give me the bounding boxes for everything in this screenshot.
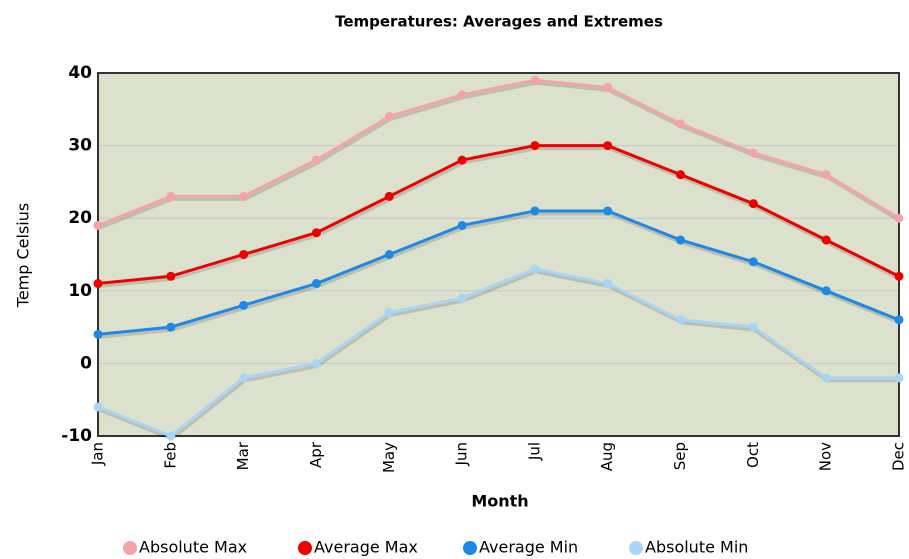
data-point xyxy=(239,373,249,383)
y-tick-label: 40 xyxy=(68,63,92,83)
data-point xyxy=(384,112,394,122)
data-point xyxy=(603,83,613,93)
data-point xyxy=(239,191,249,201)
x-tick-label: Sep xyxy=(671,442,689,470)
data-point xyxy=(166,322,176,332)
y-tick-label: 10 xyxy=(68,281,92,301)
y-tick-label: 30 xyxy=(68,136,92,156)
data-point xyxy=(894,315,904,325)
legend-marker xyxy=(298,541,312,555)
data-point xyxy=(748,322,758,332)
x-tick-label: Oct xyxy=(744,442,762,468)
data-point xyxy=(166,191,176,201)
data-point xyxy=(457,220,467,230)
data-point xyxy=(530,141,540,151)
data-point xyxy=(93,220,103,230)
data-point xyxy=(894,271,904,281)
x-tick-label: May xyxy=(380,442,398,473)
data-point xyxy=(676,119,686,129)
legend-marker xyxy=(123,541,137,555)
data-point xyxy=(530,75,540,85)
data-point xyxy=(166,271,176,281)
data-point xyxy=(821,286,831,296)
chart-title: Temperatures: Averages and Extremes xyxy=(335,13,663,31)
x-tick-label: Jan xyxy=(89,442,107,466)
data-point xyxy=(311,155,321,165)
x-tick-label: Jul xyxy=(525,442,543,461)
data-point xyxy=(748,199,758,209)
data-point xyxy=(821,373,831,383)
x-tick-label: Apr xyxy=(307,441,325,468)
x-tick-label: Nov xyxy=(817,442,835,471)
data-point xyxy=(384,250,394,259)
data-point xyxy=(530,264,540,274)
data-point xyxy=(311,358,321,368)
series-line xyxy=(97,267,899,438)
series-line xyxy=(97,144,900,286)
line-shadow xyxy=(98,147,901,289)
x-tick-label: Feb xyxy=(161,442,179,469)
legend-marker xyxy=(463,541,477,555)
data-point xyxy=(676,170,686,180)
x-axis-label: Month xyxy=(471,492,528,511)
data-point xyxy=(748,257,758,267)
plot-border xyxy=(97,72,900,437)
data-point xyxy=(457,90,467,100)
data-point xyxy=(384,308,394,318)
x-tick-label: Mar xyxy=(234,441,252,470)
x-tick-label: Jun xyxy=(453,442,471,466)
data-point xyxy=(93,329,103,339)
data-point xyxy=(311,279,321,289)
data-point xyxy=(530,206,540,216)
y-tick-label: -10 xyxy=(61,426,92,446)
y-tick-label: 0 xyxy=(80,353,92,373)
line-shadow xyxy=(98,212,901,339)
data-point xyxy=(93,402,103,412)
legend-marker xyxy=(629,541,643,555)
data-point xyxy=(894,213,904,223)
line-shadow xyxy=(98,81,901,230)
data-point xyxy=(603,279,613,289)
y-tick-label: 20 xyxy=(68,208,92,228)
data-point xyxy=(93,279,103,289)
data-point xyxy=(676,315,686,325)
line-shadow xyxy=(98,270,900,441)
data-point xyxy=(457,293,467,303)
series-line xyxy=(97,209,900,336)
plot-area xyxy=(98,73,899,436)
legend-label: Average Max xyxy=(314,538,418,557)
legend-label: Absolute Min xyxy=(645,538,748,557)
data-point xyxy=(603,141,613,151)
y-axis-label: Temp Celsius xyxy=(14,203,33,308)
data-point xyxy=(748,148,758,158)
legend-label: Average Min xyxy=(479,538,578,557)
x-tick-label: Dec xyxy=(890,442,908,471)
data-point xyxy=(166,431,176,441)
data-point xyxy=(311,228,321,238)
x-tick-label: Aug xyxy=(598,442,616,471)
data-point xyxy=(894,373,904,383)
data-point xyxy=(239,300,249,310)
data-point xyxy=(603,206,613,216)
data-point xyxy=(457,155,467,165)
series-line xyxy=(97,78,900,227)
data-point xyxy=(821,235,831,245)
data-point xyxy=(821,170,831,180)
data-point xyxy=(239,250,249,259)
data-point xyxy=(676,235,686,245)
legend-label: Absolute Max xyxy=(139,538,247,557)
data-point xyxy=(384,191,394,201)
